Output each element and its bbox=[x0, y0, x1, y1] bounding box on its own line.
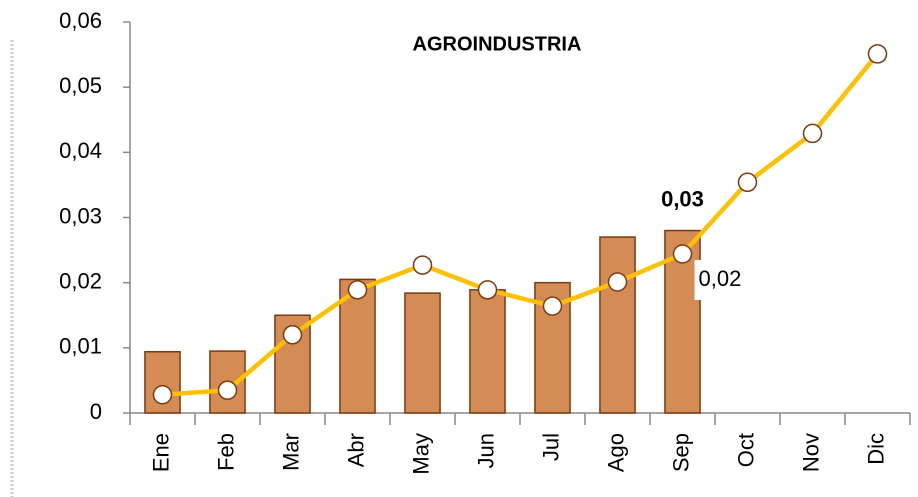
bar bbox=[469, 289, 506, 414]
x-tick-label: Dic bbox=[863, 433, 888, 465]
bar bbox=[404, 292, 441, 414]
line-marker bbox=[737, 172, 758, 193]
y-tick-label: 0,02 bbox=[59, 268, 102, 293]
y-tick-label: 0,01 bbox=[59, 334, 102, 359]
line-marker bbox=[152, 385, 173, 405]
x-tick-label: Sep bbox=[668, 433, 693, 472]
x-tick-label: Mar bbox=[278, 433, 303, 471]
bar bbox=[599, 236, 636, 414]
chart-title: AGROINDUSTRIA bbox=[413, 33, 582, 55]
bar bbox=[339, 278, 376, 414]
line bbox=[162, 52, 880, 397]
x-tick-label: May bbox=[408, 433, 433, 475]
x-tick-label: Feb bbox=[213, 433, 238, 471]
y-tick-label: 0 bbox=[90, 399, 102, 424]
line-marker bbox=[477, 280, 498, 300]
y-tick-label: 0,03 bbox=[59, 203, 102, 228]
line-marker bbox=[672, 244, 693, 264]
line-marker bbox=[802, 123, 823, 144]
x-tick-label: Oct bbox=[733, 433, 758, 467]
line-marker bbox=[282, 325, 303, 345]
x-tick-label: Abr bbox=[343, 433, 368, 467]
y-tick-label: 0,06 bbox=[59, 8, 102, 33]
line-marker bbox=[217, 380, 238, 400]
x-tick-label: Ago bbox=[603, 433, 628, 472]
y-tick-label: 0,04 bbox=[59, 138, 102, 163]
x-tick-label: Jun bbox=[473, 433, 498, 468]
bar-value-label: 0,03 bbox=[661, 186, 704, 211]
x-tick-label: Ene bbox=[148, 433, 173, 472]
line-marker bbox=[607, 272, 628, 292]
line-marker bbox=[412, 255, 433, 275]
line-marker bbox=[347, 280, 368, 300]
line-marker bbox=[542, 296, 563, 316]
x-tick-label: Nov bbox=[798, 433, 823, 472]
line-marker bbox=[867, 44, 888, 64]
x-tick-label: Jul bbox=[538, 433, 563, 461]
y-tick-label: 0,05 bbox=[59, 73, 102, 98]
line-value-label: 0,02 bbox=[699, 266, 742, 291]
label-background bbox=[694, 259, 753, 300]
